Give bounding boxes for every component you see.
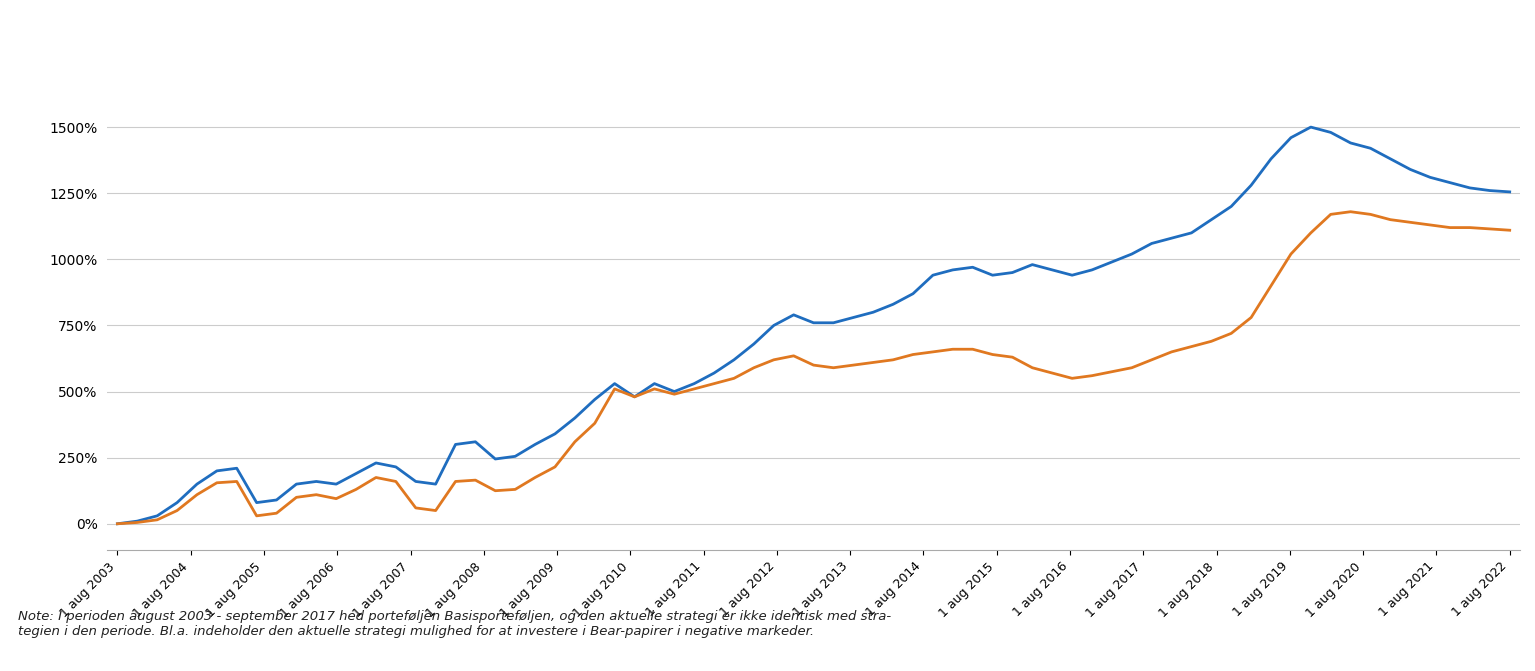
Text: Note: I perioden august 2003 - september 2017 hed porteføljen Basisporteføljen, : Note: I perioden august 2003 - september… bbox=[18, 610, 892, 638]
Text: Afkast siden start - ØU Portefølje (Blå) <> Copenhagen Benchmark: Afkast siden start - ØU Portefølje (Blå)… bbox=[18, 50, 757, 72]
